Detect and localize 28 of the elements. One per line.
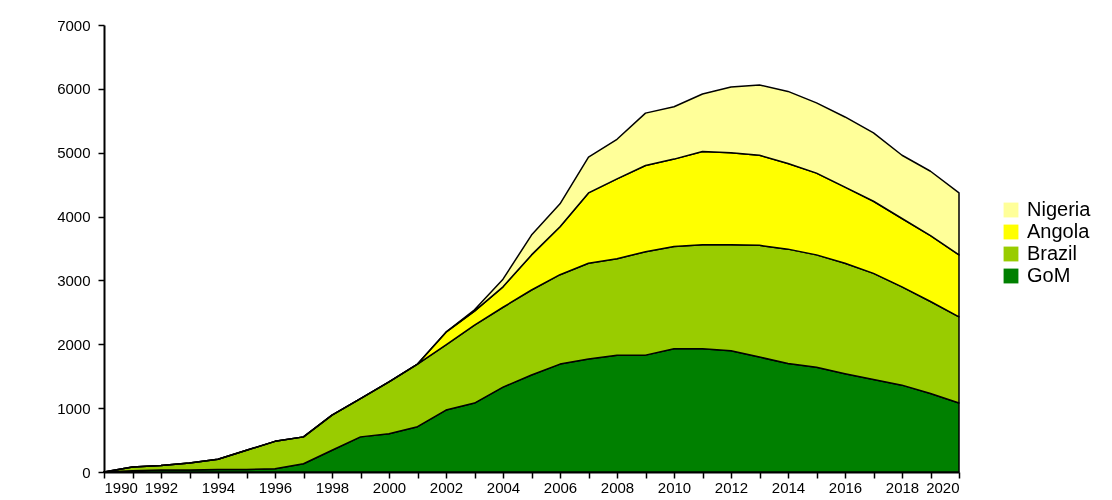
x-tick-label: 2012: [714, 478, 749, 496]
legend-label: Angola: [1027, 220, 1091, 242]
legend-label: GoM: [1027, 264, 1071, 286]
x-tick-label: 2004: [486, 478, 521, 496]
y-tick-label: 7000: [57, 16, 91, 34]
y-tick-label: 2000: [57, 335, 91, 353]
x-tick-label: 2000: [372, 478, 407, 496]
y-tick-label: 4000: [57, 208, 91, 226]
x-tick-label: 2010: [657, 478, 692, 496]
y-tick-label: 3000: [57, 271, 91, 289]
y-tick-label: 5000: [57, 144, 91, 162]
x-tick-label: 2020: [926, 478, 960, 496]
x-tick-label: 2006: [543, 478, 578, 496]
x-tick-label: 1996: [258, 478, 293, 496]
x-tick-label: 1994: [201, 478, 236, 496]
x-tick-label: 2002: [429, 478, 464, 496]
x-tick-label: 2008: [600, 478, 635, 496]
x-tick-label: 2014: [771, 478, 806, 496]
legend-label: Nigeria: [1027, 198, 1092, 220]
x-tick-label: 2018: [885, 478, 920, 496]
y-tick-label: 0: [82, 463, 91, 481]
y-tick-label: 1000: [57, 399, 91, 417]
x-tick-label: 1998: [315, 478, 350, 496]
x-tick-label: 1990: [104, 478, 138, 496]
legend-label: Brazil: [1027, 242, 1078, 264]
x-tick-label: 2016: [828, 478, 863, 496]
x-tick-label: 1992: [144, 478, 179, 496]
y-tick-label: 6000: [57, 80, 91, 98]
